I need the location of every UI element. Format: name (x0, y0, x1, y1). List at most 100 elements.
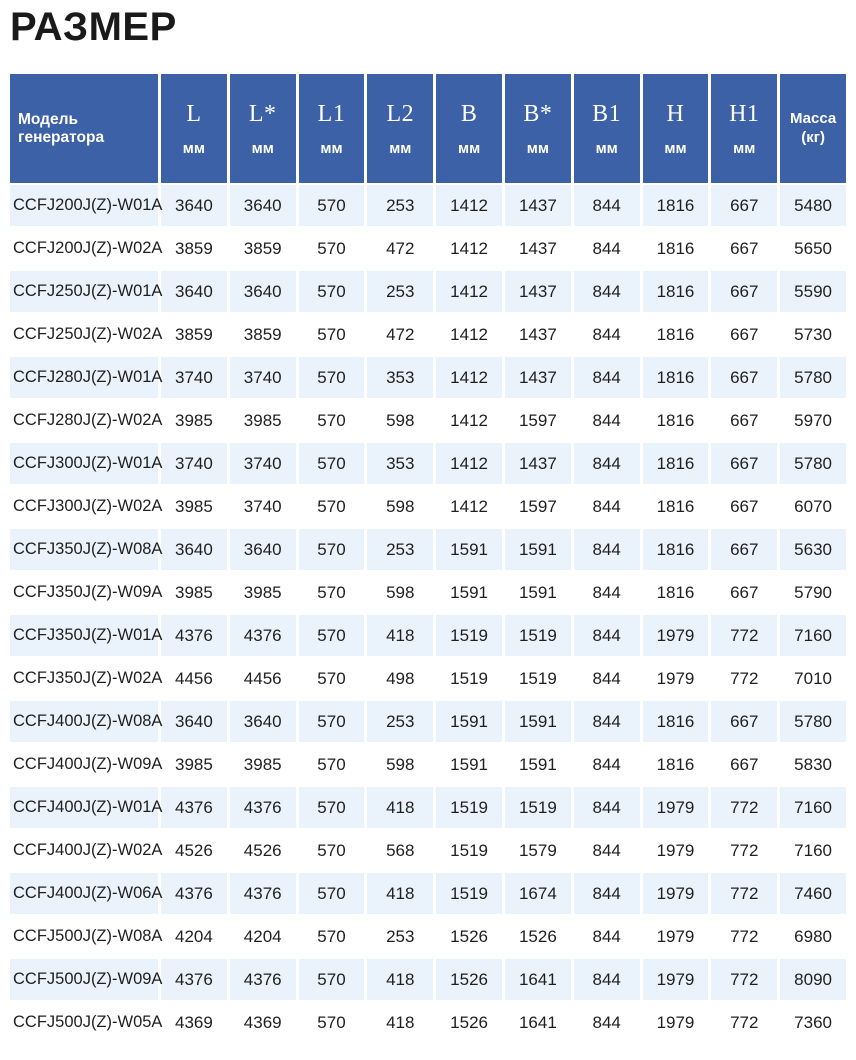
value-cell: 844 (573, 658, 640, 699)
value-cell: 598 (367, 744, 434, 785)
value-cell: 844 (573, 271, 640, 312)
value-cell: 1519 (504, 658, 571, 699)
value-cell: 4526 (161, 830, 227, 871)
value-cell: 772 (711, 658, 778, 699)
value-cell: 4376 (161, 959, 227, 1000)
value-cell: 844 (573, 572, 640, 613)
dimension-unit: мм (526, 139, 549, 157)
value-cell: 353 (367, 357, 434, 398)
value-cell: 6980 (780, 916, 846, 957)
model-cell: CCFJ200J(Z)-W02A (10, 228, 162, 269)
value-cell: 3740 (229, 443, 296, 484)
value-cell: 1979 (642, 830, 709, 871)
value-cell: 844 (573, 916, 640, 957)
value-cell: 3740 (229, 357, 296, 398)
value-cell: 844 (573, 873, 640, 914)
value-cell: 844 (573, 529, 640, 570)
value-cell: 598 (367, 486, 434, 527)
column-header-b1: B1 мм (573, 74, 640, 183)
model-cell: CCFJ500J(Z)-W05A (10, 1002, 162, 1043)
value-cell: 1437 (504, 185, 571, 226)
value-cell: 3859 (161, 228, 227, 269)
value-cell: 1437 (504, 443, 571, 484)
value-cell: 8090 (780, 959, 846, 1000)
value-cell: 1591 (504, 529, 571, 570)
value-cell: 844 (573, 314, 640, 355)
value-cell: 1437 (504, 228, 571, 269)
value-cell: 570 (298, 873, 365, 914)
value-cell: 418 (367, 615, 434, 656)
value-cell: 1641 (504, 959, 571, 1000)
dimension-letter: L (186, 100, 202, 127)
value-cell: 667 (711, 572, 778, 613)
value-cell: 253 (367, 701, 434, 742)
dimension-unit: мм (389, 139, 412, 157)
table-row: CCFJ200J(Z)-W01A 3640 3640 570 253 1412 1437 84… (10, 185, 846, 226)
table-row: CCFJ350J(Z)-W09A 3985 3985 570 598 1591 1591 84… (10, 572, 846, 613)
value-cell: 1519 (436, 830, 502, 871)
value-cell: 1816 (642, 744, 709, 785)
value-cell: 3640 (161, 701, 227, 742)
value-cell: 570 (298, 830, 365, 871)
table-row: CCFJ400J(Z)-W06A 4376 4376 570 418 1519 1674 84… (10, 873, 846, 914)
value-cell: 4376 (161, 615, 227, 656)
value-cell: 4369 (161, 1002, 227, 1043)
value-cell: 7160 (780, 787, 846, 828)
table-row: CCFJ400J(Z)-W09A 3985 3985 570 598 1591 1591 84… (10, 744, 846, 785)
value-cell: 3985 (161, 744, 227, 785)
value-cell: 4376 (229, 615, 296, 656)
model-cell: CCFJ300J(Z)-W02A (10, 486, 162, 527)
dimension-letter: L* (248, 100, 277, 127)
value-cell: 844 (573, 443, 640, 484)
dimension-unit: мм (664, 139, 687, 157)
column-header-l2: L2 мм (367, 74, 434, 183)
value-cell: 4376 (161, 787, 227, 828)
value-cell: 570 (298, 228, 365, 269)
table-row: CCFJ400J(Z)-W02A 4526 4526 570 568 1519 1579 84… (10, 830, 846, 871)
dimension-letter: B (460, 100, 478, 127)
value-cell: 570 (298, 959, 365, 1000)
value-cell: 1412 (436, 357, 502, 398)
value-cell: 1979 (642, 787, 709, 828)
value-cell: 1412 (436, 400, 502, 441)
table-row: CCFJ350J(Z)-W02A 4456 4456 570 498 1519 1519 84… (10, 658, 846, 699)
table-row: CCFJ400J(Z)-W01A 4376 4376 570 418 1519 1519 84… (10, 787, 846, 828)
value-cell: 3640 (229, 529, 296, 570)
model-cell: CCFJ400J(Z)-W02A (10, 830, 162, 871)
value-cell: 1412 (436, 228, 502, 269)
value-cell: 3859 (229, 314, 296, 355)
value-cell: 3640 (161, 185, 227, 226)
value-cell: 1519 (436, 658, 502, 699)
table-row: CCFJ250J(Z)-W02A 3859 3859 570 472 1412 1437 84… (10, 314, 846, 355)
value-cell: 418 (367, 959, 434, 1000)
value-cell: 667 (711, 400, 778, 441)
model-cell: CCFJ200J(Z)-W01A (10, 185, 162, 226)
value-cell: 1816 (642, 314, 709, 355)
value-cell: 598 (367, 572, 434, 613)
value-cell: 5650 (780, 228, 846, 269)
value-cell: 570 (298, 357, 365, 398)
value-cell: 7010 (780, 658, 846, 699)
value-cell: 1591 (436, 572, 502, 613)
value-cell: 418 (367, 1002, 434, 1043)
value-cell: 1591 (504, 744, 571, 785)
value-cell: 772 (711, 615, 778, 656)
value-cell: 5790 (780, 572, 846, 613)
column-header-l1: L1 мм (298, 74, 365, 183)
value-cell: 1412 (436, 185, 502, 226)
value-cell: 1579 (504, 830, 571, 871)
value-cell: 1591 (436, 701, 502, 742)
value-cell: 570 (298, 486, 365, 527)
value-cell: 5780 (780, 701, 846, 742)
model-cell: CCFJ250J(Z)-W01A (10, 271, 162, 312)
table-row: CCFJ280J(Z)-W02A 3985 3985 570 598 1412 1597 84… (10, 400, 846, 441)
value-cell: 3859 (161, 314, 227, 355)
value-cell: 3985 (229, 400, 296, 441)
mass-unit: (кг) (801, 128, 825, 146)
model-cell: CCFJ280J(Z)-W02A (10, 400, 162, 441)
value-cell: 570 (298, 916, 365, 957)
